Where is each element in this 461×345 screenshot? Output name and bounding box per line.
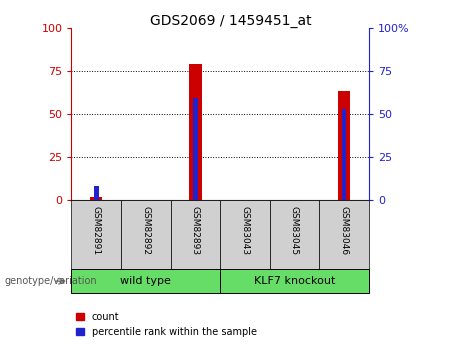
Bar [71,269,220,293]
Bar [193,98,198,200]
Bar [220,269,369,293]
Text: GSM83046: GSM83046 [339,206,349,255]
Text: KLF7 knockout: KLF7 knockout [254,276,335,286]
Text: genotype/variation: genotype/variation [5,276,97,286]
Text: GSM83043: GSM83043 [240,206,249,255]
Bar [338,91,350,200]
Bar [342,109,347,200]
Bar [90,197,102,200]
Bar [171,200,220,269]
Bar [71,200,121,269]
Text: GSM82892: GSM82892 [141,206,150,255]
Bar [270,200,319,269]
Text: GDS2069 / 1459451_at: GDS2069 / 1459451_at [150,14,311,28]
Legend: count, percentile rank within the sample: count, percentile rank within the sample [77,312,257,337]
Text: GSM82893: GSM82893 [191,206,200,255]
Bar [121,200,171,269]
Bar [94,186,99,200]
Text: wild type: wild type [120,276,171,286]
Bar [189,64,201,200]
Text: GSM83045: GSM83045 [290,206,299,255]
Bar [220,200,270,269]
Text: GSM82891: GSM82891 [92,206,101,255]
Bar [319,200,369,269]
